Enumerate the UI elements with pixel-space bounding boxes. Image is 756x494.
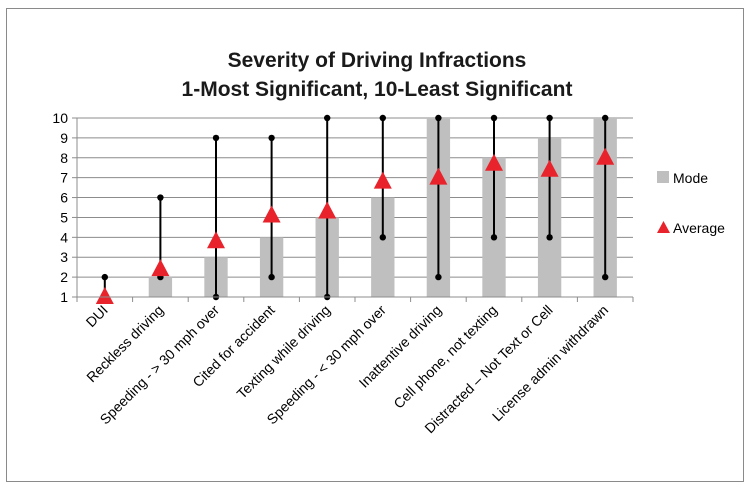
range-min-dot xyxy=(435,273,442,281)
range-max-dot xyxy=(379,114,386,122)
range-max-dot xyxy=(324,114,331,122)
range-max-dot xyxy=(268,134,275,142)
y-tick-label: 7 xyxy=(60,170,68,186)
category-label: Cell phone, not texting xyxy=(390,302,500,412)
range-min-dot xyxy=(546,234,553,241)
average-marker xyxy=(429,167,448,185)
average-marker xyxy=(540,159,559,177)
y-tick-label: 9 xyxy=(60,130,68,146)
axes xyxy=(72,117,634,302)
y-tick-label: 1 xyxy=(60,289,68,305)
y-tick-label: 6 xyxy=(60,190,68,206)
range-max-dot xyxy=(602,114,609,122)
average-marker xyxy=(373,171,392,189)
chart-title-line-2: 1-Most Significant, 10-Least Significant xyxy=(182,78,573,101)
range-max-dot xyxy=(101,273,109,281)
y-tick-label: 5 xyxy=(60,209,68,225)
legend-label-average: Average xyxy=(673,220,725,236)
y-tick-label: 2 xyxy=(60,269,68,285)
y-tick-label: 3 xyxy=(60,249,68,265)
legend-swatch-mode xyxy=(657,171,669,183)
chart-frame: Severity of Driving Infractions 1-Most S… xyxy=(6,8,744,482)
average-marker xyxy=(596,147,615,165)
category-label: License admin withdrawn xyxy=(489,302,611,424)
average-markers xyxy=(95,147,615,304)
legend-label-mode: Mode xyxy=(673,170,708,186)
range-min-dot xyxy=(379,234,386,241)
legend-swatch-average xyxy=(657,221,670,233)
range-max-dot xyxy=(212,134,220,142)
average-marker xyxy=(207,231,225,249)
range-max-dot xyxy=(546,114,553,122)
range-max-dot xyxy=(490,114,498,122)
mode-bar xyxy=(371,197,395,297)
y-tick-labels: 1 2 3 4 5 6 7 8 9 10 xyxy=(52,110,68,305)
average-marker xyxy=(95,287,114,304)
category-label: Texting while driving xyxy=(233,302,333,402)
range-min-dot xyxy=(490,234,498,241)
range-max-dot xyxy=(435,114,442,122)
y-tick-label: 10 xyxy=(52,110,68,126)
mode-bar xyxy=(148,277,173,297)
range-min-dot xyxy=(268,273,275,281)
category-label: DUI xyxy=(83,302,111,330)
range-min-dot xyxy=(602,273,609,281)
average-marker xyxy=(262,205,281,223)
average-marker xyxy=(485,153,503,171)
range-max-dot xyxy=(157,194,164,201)
range-lines xyxy=(101,114,609,301)
chart-svg: Severity of Driving Infractions 1-Most S… xyxy=(52,49,725,437)
y-tick-label: 8 xyxy=(60,150,68,166)
average-marker xyxy=(318,201,337,219)
chart-title-line-1: Severity of Driving Infractions xyxy=(228,49,527,72)
legend: Mode Average xyxy=(657,170,725,236)
average-marker xyxy=(151,259,170,277)
y-tick-label: 4 xyxy=(60,229,68,245)
